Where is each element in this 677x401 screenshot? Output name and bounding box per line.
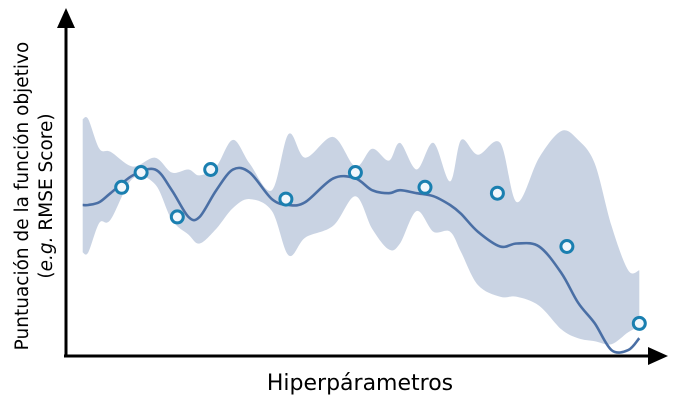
observation-point xyxy=(631,315,647,331)
observation-point xyxy=(347,165,363,180)
x-axis-arrowhead xyxy=(648,347,668,365)
y-axis-label-line1: Puntuación de la función objetivo xyxy=(12,42,33,351)
observation-point xyxy=(417,179,433,195)
observation-point xyxy=(203,162,219,177)
observation-points-layer xyxy=(114,162,647,331)
y-axis-label-italic: e.g. xyxy=(36,236,57,271)
confidence-band-layer xyxy=(82,117,640,345)
observation-point xyxy=(559,239,575,254)
mean-line xyxy=(82,166,641,354)
y-axis-label-rest: RMSE Score) xyxy=(36,113,57,236)
observation-point xyxy=(114,179,130,195)
y-axis-label-line2: (e.g. RMSE Score) xyxy=(36,113,57,278)
observation-point xyxy=(278,191,294,207)
y-axis-arrowhead xyxy=(57,8,75,28)
mean-line-layer xyxy=(82,166,641,354)
observation-point xyxy=(169,209,185,225)
confidence-band xyxy=(82,117,640,345)
observation-point xyxy=(489,185,505,201)
y-axis-label: Puntuación de la función objetivo (e.g. … xyxy=(12,42,57,351)
observation-point xyxy=(133,165,149,180)
x-axis-label: Hiperpárametros xyxy=(267,371,453,396)
y-axis-label-open-paren: ( xyxy=(36,271,57,278)
